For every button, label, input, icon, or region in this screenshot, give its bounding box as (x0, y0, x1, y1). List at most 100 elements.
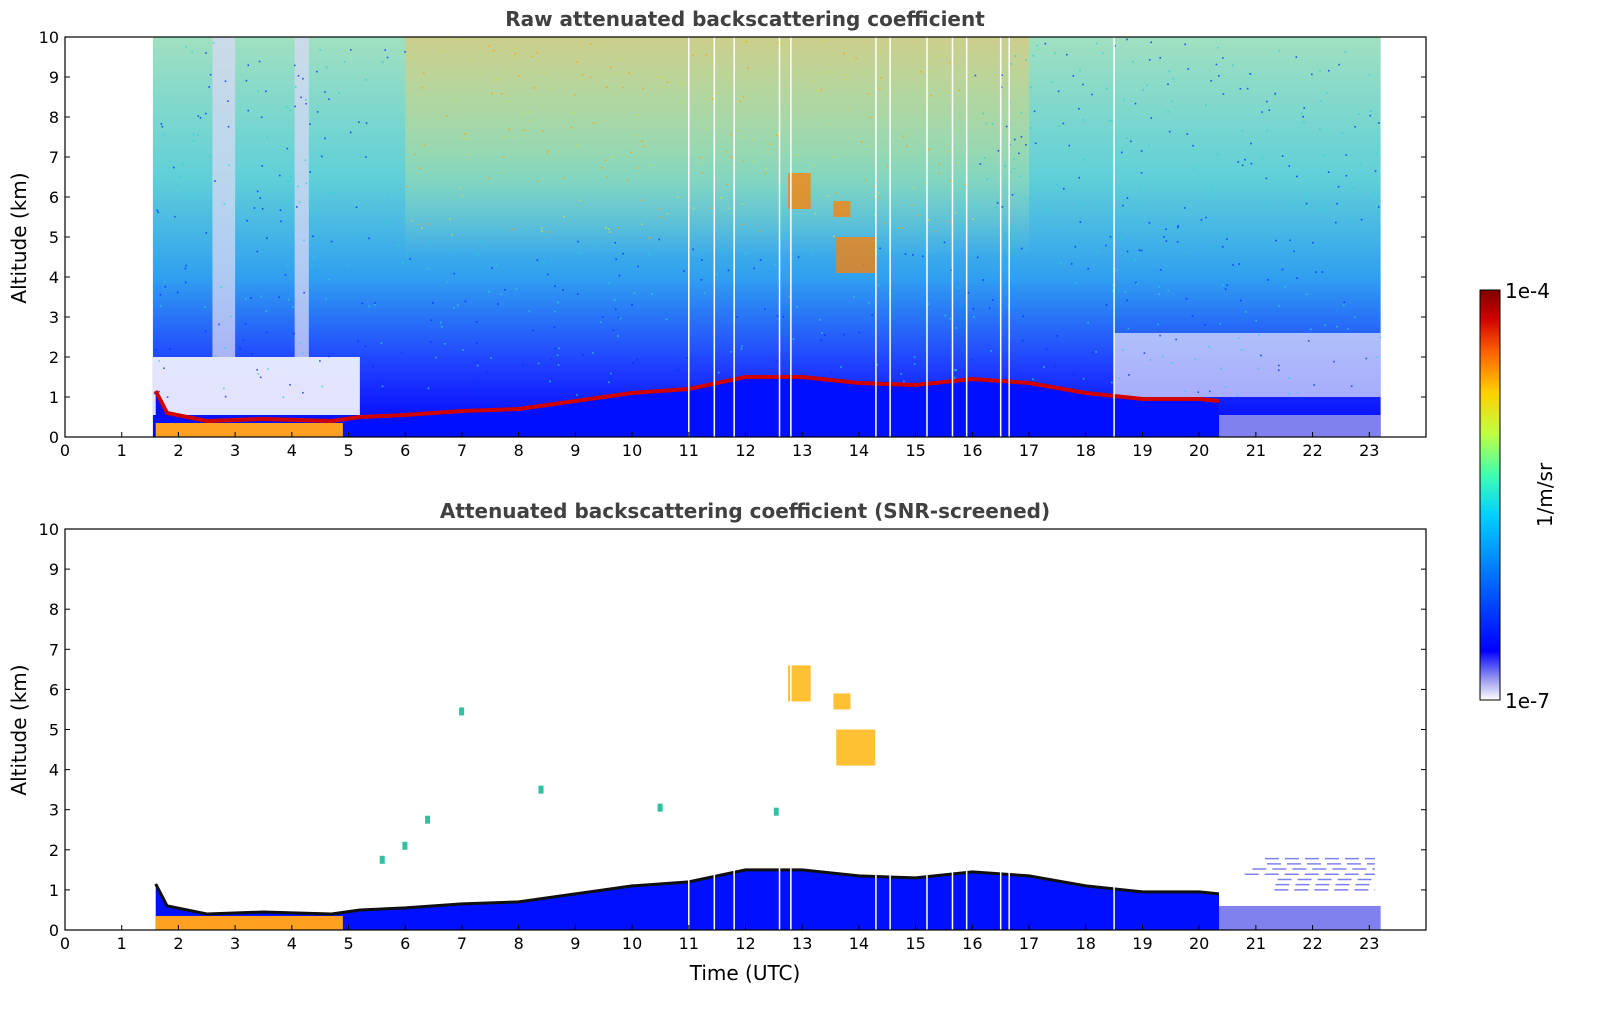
raw-noise-speck (1168, 130, 1171, 133)
raw-noise-speck (1347, 328, 1349, 330)
x-tick-label: 4 (287, 441, 297, 460)
raw-noise-speck (820, 88, 823, 91)
panel-screened-xlabel: Time (UTC) (689, 961, 801, 985)
raw-noise-speck (1159, 269, 1162, 271)
raw-noise-speck (463, 137, 465, 140)
raw-noise-speck (1001, 206, 1004, 208)
raw-noise-speck (245, 79, 248, 82)
raw-noise-speck (325, 297, 327, 300)
raw-noise-speck (328, 98, 330, 101)
x-tick-label: 18 (1076, 441, 1096, 460)
raw-noise-speck (995, 206, 997, 209)
y-tick-label: 10 (39, 520, 59, 539)
x-tick-label: 7 (457, 441, 467, 460)
raw-noise-speck (1148, 222, 1151, 224)
raw-noise-speck (752, 160, 754, 163)
raw-noise-speck (576, 293, 579, 295)
raw-noise-speck (223, 202, 226, 205)
raw-noise-speck (1261, 157, 1264, 160)
raw-low-signal-region (152, 357, 360, 415)
raw-noise-speck (1289, 239, 1291, 242)
raw-noise-speck (444, 342, 446, 345)
raw-noise-speck (158, 360, 160, 362)
raw-noise-speck (992, 299, 994, 301)
snr-cloud-fragment (657, 803, 663, 812)
raw-noise-speck (1097, 386, 1100, 388)
raw-noise-speck (1082, 83, 1084, 86)
raw-noise-speck (365, 156, 367, 158)
raw-noise-speck (1110, 120, 1113, 122)
raw-noise-speck (1072, 75, 1075, 77)
raw-noise-speck (606, 86, 608, 89)
snr-cloud-fragment (425, 815, 431, 824)
raw-noise-speck (705, 54, 708, 56)
raw-noise-speck (208, 86, 210, 88)
snr-cloud-fragment (379, 855, 385, 864)
raw-noise-speck (1169, 217, 1172, 219)
raw-noise-speck (957, 162, 959, 165)
raw-noise-speck (247, 64, 250, 67)
raw-noise-speck (609, 372, 612, 375)
raw-noise-speck (253, 207, 256, 209)
x-tick-label: 1 (117, 441, 127, 460)
raw-noise-speck (577, 240, 579, 243)
raw-noise-speck (1177, 226, 1179, 229)
raw-noise-speck (833, 235, 835, 238)
raw-noise-speck (1186, 133, 1189, 135)
raw-noise-speck (867, 93, 870, 95)
raw-noise-speck (1010, 171, 1013, 173)
x-tick-label: 14 (849, 441, 869, 460)
raw-noise-speck (1302, 115, 1304, 118)
raw-noise-speck (1030, 86, 1032, 89)
raw-noise-speck (617, 335, 619, 337)
raw-noise-speck (1109, 235, 1112, 238)
raw-noise-speck (1344, 51, 1347, 54)
raw-noise-speck (1261, 111, 1263, 113)
raw-noise-speck (251, 353, 253, 355)
raw-noise-speck (441, 50, 444, 53)
raw-noise-speck (311, 264, 313, 267)
raw-noise-speck (515, 56, 518, 59)
raw-noise-speck (955, 128, 958, 131)
raw-noise-speck (503, 135, 505, 138)
raw-noise-speck (1220, 367, 1222, 370)
raw-noise-speck (491, 267, 493, 269)
raw-noise-speck (953, 376, 956, 379)
raw-noise-speck (592, 352, 594, 354)
raw-surface-aerosol (155, 423, 343, 437)
raw-noise-speck (904, 253, 907, 255)
raw-noise-speck (1078, 176, 1081, 179)
raw-noise-speck (972, 307, 975, 310)
raw-noise-speck (819, 319, 821, 321)
raw-noise-speck (453, 99, 455, 102)
raw-noise-speck (1185, 297, 1188, 300)
raw-noise-speck (1146, 84, 1148, 87)
raw-noise-speck (1312, 242, 1314, 244)
raw-noise-speck (510, 49, 512, 52)
raw-noise-speck (1140, 171, 1143, 174)
raw-noise-speck (1139, 185, 1142, 188)
raw-noise-speck (777, 42, 780, 44)
raw-noise-speck (1053, 365, 1056, 368)
raw-noise-speck (467, 138, 470, 140)
snr-cloud-fragment (459, 707, 465, 716)
raw-noise-speck (1021, 339, 1024, 342)
raw-noise-speck (1032, 54, 1035, 57)
raw-noise-speck (868, 302, 870, 304)
raw-noise-speck (677, 369, 679, 371)
raw-noise-speck (409, 258, 412, 260)
raw-noise-speck (1096, 250, 1099, 253)
raw-noise-speck (1150, 41, 1153, 44)
raw-noise-speck (1187, 68, 1190, 70)
raw-noise-speck (938, 163, 941, 165)
raw-noise-speck (1082, 119, 1084, 121)
raw-noise-speck (184, 267, 187, 270)
raw-noise-speck (1159, 56, 1162, 59)
x-tick-label: 12 (735, 934, 755, 953)
raw-noise-speck (503, 156, 505, 158)
raw-noise-speck (531, 329, 534, 332)
raw-noise-speck (734, 164, 736, 166)
raw-noise-speck (1303, 107, 1305, 109)
raw-noise-speck (986, 178, 988, 180)
x-tick-label: 16 (962, 441, 982, 460)
